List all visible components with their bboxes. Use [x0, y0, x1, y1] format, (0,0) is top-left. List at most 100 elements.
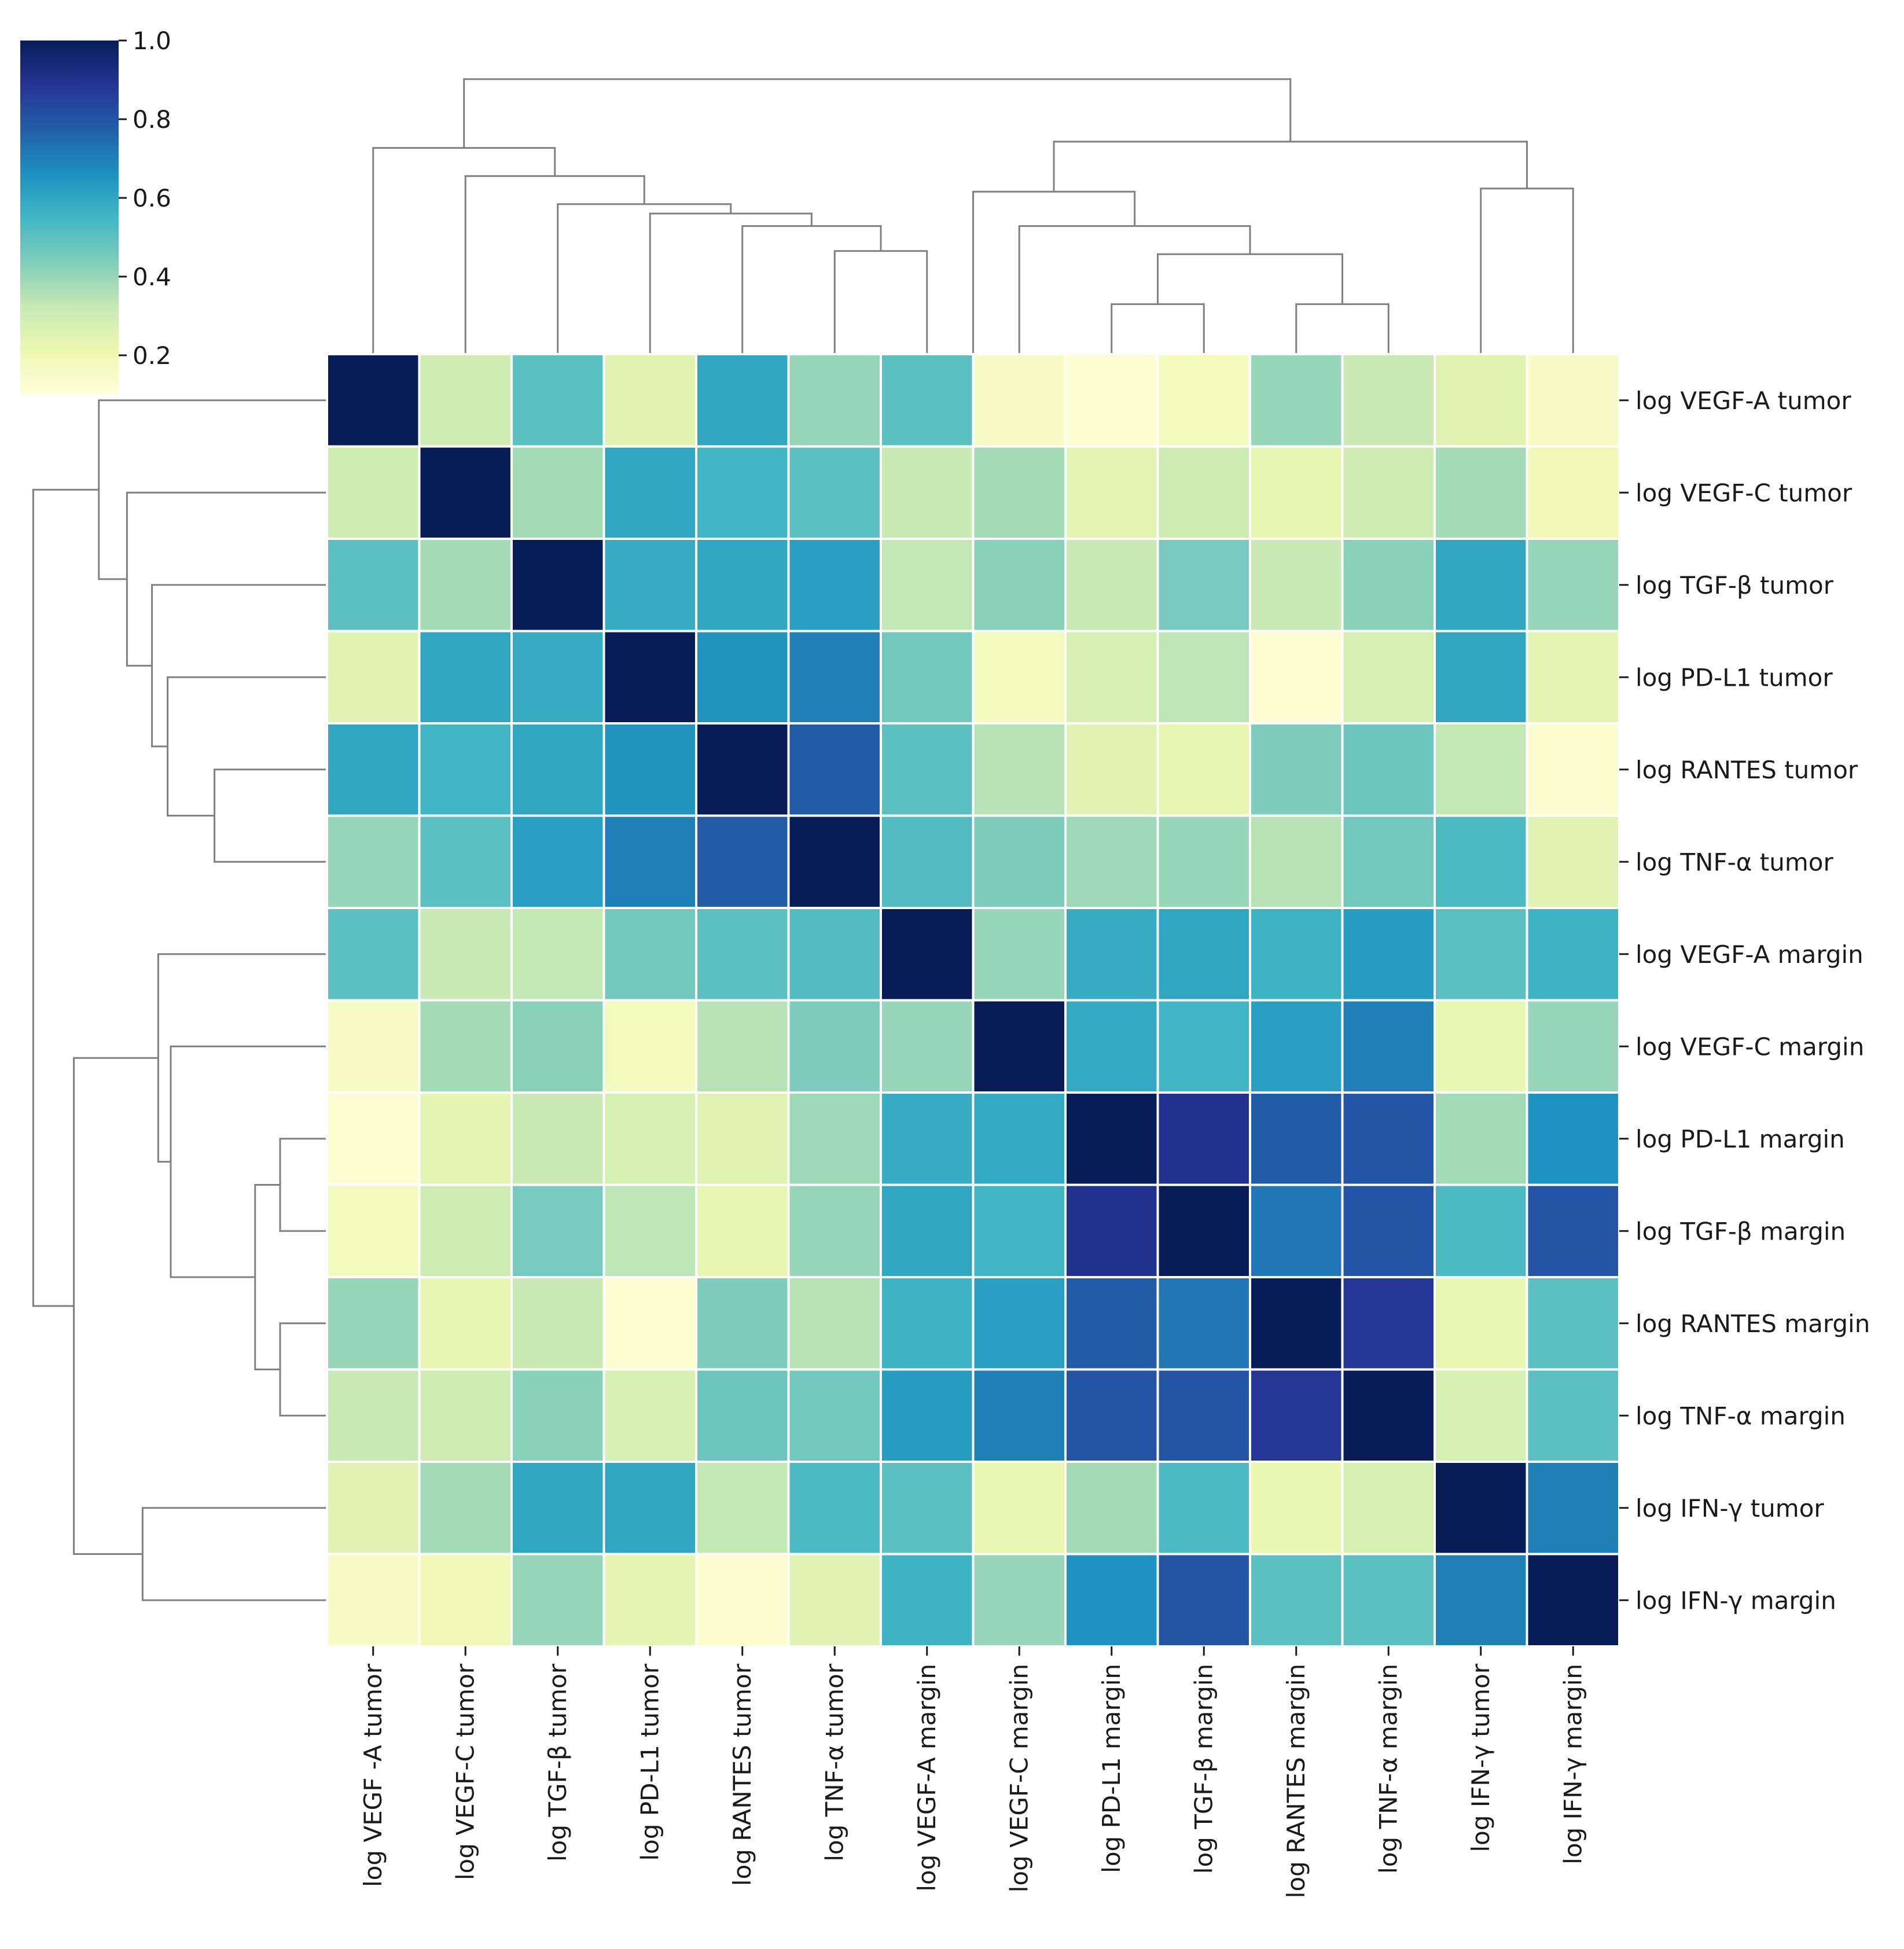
heatmap-cell — [510, 999, 605, 1094]
row-dendrogram — [32, 399, 327, 1601]
heatmap-cell — [1156, 722, 1251, 817]
heatmap-cell — [1341, 999, 1436, 1094]
colorbar-gradient — [20, 41, 119, 395]
heatmap-cell — [510, 353, 605, 448]
heatmap-cell — [880, 1461, 975, 1555]
heatmap-cell — [787, 1183, 882, 1278]
heatmap-cell — [695, 999, 790, 1094]
heatmap-cell — [787, 907, 882, 1002]
heatmap-cell — [1156, 1553, 1251, 1648]
heatmap-cell — [326, 1091, 421, 1186]
heatmap-cell — [510, 1276, 605, 1371]
heatmap-cell — [1341, 1461, 1436, 1555]
dendrogram-link — [1295, 303, 1390, 354]
heatmap-cell — [510, 445, 605, 540]
heatmap-cell — [1064, 1368, 1159, 1463]
heatmap-cell — [1156, 1461, 1251, 1555]
heatmap-cell — [972, 1183, 1067, 1278]
heatmap-cell — [510, 722, 605, 817]
dendrogram-link — [170, 1045, 327, 1278]
heatmap-cell — [1064, 722, 1159, 817]
row-label: log IFN-γ tumor — [1635, 1494, 1824, 1523]
heatmap-cell — [1433, 1276, 1528, 1371]
row-label: log TGF-β tumor — [1635, 571, 1834, 600]
heatmap-cell — [1156, 630, 1251, 725]
heatmap-cell — [787, 630, 882, 725]
dendrogram-link — [73, 1057, 159, 1555]
heatmap-cell — [1341, 722, 1436, 817]
heatmap-cell — [880, 1553, 975, 1648]
heatmap-cell — [1249, 1183, 1344, 1278]
heatmap-cell — [602, 1183, 697, 1278]
heatmap-cell — [326, 722, 421, 817]
heatmap-cell — [326, 1461, 421, 1555]
heatmap-cell — [1064, 630, 1159, 725]
heatmap-cell — [418, 1183, 513, 1278]
heatmap-cell — [602, 1368, 697, 1463]
heatmap-cell — [1249, 353, 1344, 448]
heatmap-cell — [1249, 445, 1344, 540]
heatmap-cell — [602, 538, 697, 632]
heatmap-cell — [1526, 630, 1620, 725]
heatmap-cell — [1156, 1183, 1251, 1278]
column-label: log VEGF-A margin — [913, 1664, 941, 1892]
heatmap-cell — [880, 1091, 975, 1186]
heatmap-cell — [1341, 907, 1436, 1002]
heatmap-cell — [1249, 999, 1344, 1094]
column-label: log RANTES tumor — [728, 1663, 756, 1886]
dendrogram-link — [649, 212, 813, 354]
heatmap-cell — [880, 1183, 975, 1278]
heatmap-cell — [695, 445, 790, 540]
heatmap-cell — [1064, 814, 1159, 909]
heatmap-cell — [602, 353, 697, 448]
heatmap-cell — [880, 630, 975, 725]
row-label: log PD-L1 margin — [1635, 1125, 1845, 1153]
heatmap-cell — [972, 630, 1067, 725]
heatmap-cell — [1433, 1461, 1528, 1555]
heatmap-cell — [695, 353, 790, 448]
heatmap-cell — [326, 1553, 421, 1648]
heatmap-cell — [880, 1276, 975, 1371]
dendrogram-link — [1053, 141, 1528, 192]
row-label: log RANTES tumor — [1635, 756, 1858, 784]
heatmap-cell — [695, 1461, 790, 1555]
colorbar-tick-label: 0.2 — [133, 341, 171, 370]
heatmap-cell — [418, 353, 513, 448]
row-label: log TGF-β margin — [1635, 1217, 1846, 1245]
heatmap-cell — [695, 630, 790, 725]
heatmap-cell — [1156, 999, 1251, 1094]
heatmap-cell — [326, 630, 421, 725]
heatmap-cell — [326, 353, 421, 448]
heatmap-cell — [1341, 1183, 1436, 1278]
heatmap-cell — [510, 907, 605, 1002]
heatmap-cell — [1433, 1368, 1528, 1463]
heatmap-cell — [510, 1461, 605, 1555]
heatmap-cell — [326, 1368, 421, 1463]
row-labels: log VEGF-A tumor log VEGF-C tumor log TGF-… — [1619, 387, 1870, 1615]
heatmap-cell — [1249, 1276, 1344, 1371]
heatmap-cell — [1526, 445, 1620, 540]
dendrogram-link — [167, 676, 327, 817]
colorbar-tick-label: 0.4 — [133, 263, 171, 291]
heatmap-cell — [787, 1553, 882, 1648]
heatmap-cell — [1156, 1091, 1251, 1186]
heatmap-cell — [1433, 445, 1528, 540]
heatmap-cell — [418, 907, 513, 1002]
heatmap-cell — [695, 722, 790, 817]
heatmap-cell — [602, 1553, 697, 1648]
column-label: log IFN-γ tumor — [1466, 1663, 1495, 1852]
column-label: log VEGF-C tumor — [451, 1663, 479, 1880]
heatmap-cell — [1526, 722, 1620, 817]
heatmap-cell — [1341, 1276, 1436, 1371]
heatmap-cell — [880, 353, 975, 448]
heatmap-cell — [1526, 353, 1620, 448]
heatmap-cell — [972, 445, 1067, 540]
heatmap-cell — [787, 538, 882, 632]
dendrogram-link — [741, 225, 882, 354]
heatmap-cell — [1433, 1183, 1528, 1278]
heatmap-cell — [880, 999, 975, 1094]
heatmap-cell — [510, 1091, 605, 1186]
heatmap-cell — [1526, 1091, 1620, 1186]
heatmap-cell — [1341, 353, 1436, 448]
